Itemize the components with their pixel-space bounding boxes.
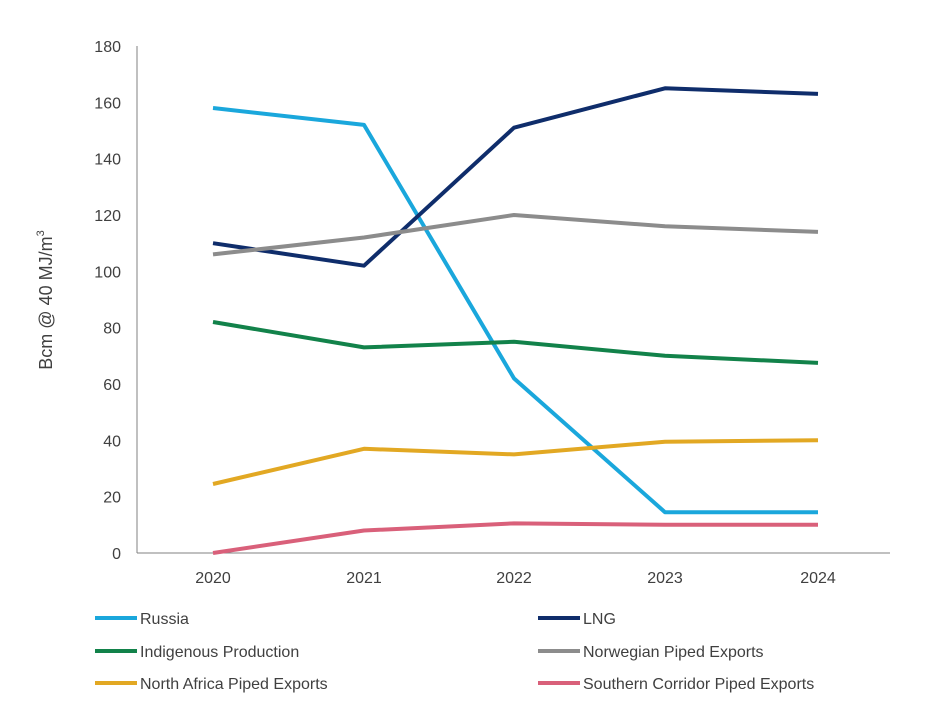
legend-label: Norwegian Piped Exports — [583, 644, 764, 661]
y-tick-label: 40 — [103, 433, 121, 450]
y-axis-ticks: 0 20 40 60 80 100 120 140 160 180 — [94, 39, 121, 563]
series-line-indigenous-production — [212, 320, 819, 365]
x-tick-label: 2021 — [346, 570, 382, 587]
y-tick-label: 100 — [94, 264, 121, 281]
series-lines — [212, 86, 819, 555]
y-tick-label: 160 — [94, 95, 121, 112]
y-tick-label: 0 — [112, 546, 121, 563]
x-tick-label: 2024 — [800, 570, 836, 587]
y-axis-label: Bcm @ 40 MJ/m3 — [35, 230, 56, 369]
y-tick-label: 80 — [103, 321, 121, 338]
series-line-lng — [212, 86, 819, 268]
legend-label: LNG — [583, 611, 616, 628]
y-tick-label: 140 — [94, 152, 121, 169]
legend: Russia LNG Indigenous Production Norwegian … — [95, 611, 814, 693]
legend-label: North Africa Piped Exports — [140, 676, 328, 693]
legend-label: Indigenous Production — [140, 644, 299, 661]
series-line-russia — [212, 106, 818, 515]
x-tick-label: 2020 — [195, 570, 231, 587]
x-tick-label: 2023 — [647, 570, 683, 587]
legend-label: Southern Corridor Piped Exports — [583, 676, 814, 693]
series-line-southern-corridor-piped-exports — [212, 521, 818, 555]
series-line-norwegian-piped-exports — [212, 213, 819, 257]
legend-label: Russia — [140, 611, 189, 628]
y-tick-label: 60 — [103, 377, 121, 394]
y-tick-label: 180 — [94, 39, 121, 56]
x-axis-ticks: 2020 2021 2022 2023 2024 — [195, 570, 836, 587]
y-tick-label: 120 — [94, 208, 121, 225]
series-line-north-africa-piped-exports — [212, 438, 819, 486]
x-tick-label: 2022 — [496, 570, 532, 587]
y-tick-label: 20 — [103, 490, 121, 507]
